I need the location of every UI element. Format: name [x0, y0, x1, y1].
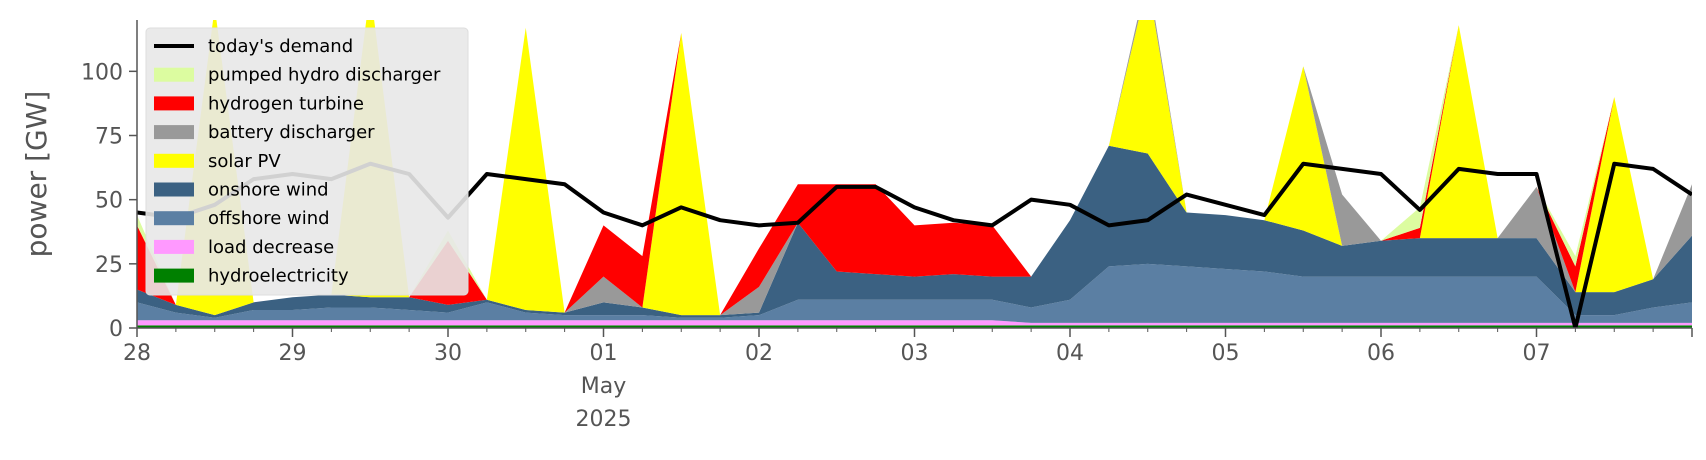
y-tick-label: 100	[81, 60, 123, 85]
x-tick-label: 03	[901, 341, 929, 366]
area-offshore-wind	[137, 263, 1692, 323]
stacked-areas	[137, 20, 1692, 328]
legend-swatch-solar-pv	[154, 153, 194, 168]
legend-label-hydroelectricity: hydroelectricity	[208, 266, 349, 287]
x-tick-label: 05	[1212, 341, 1240, 366]
legend-label-load-decrease: load decrease	[208, 237, 334, 258]
x-year-label: 2025	[576, 407, 632, 432]
legend-label-offshore-wind: offshore wind	[208, 208, 330, 229]
y-tick-label: 75	[95, 125, 123, 150]
legend-swatch-hydrogen-turbine	[154, 96, 194, 111]
x-tick-label: 02	[745, 341, 773, 366]
legend-label-hydrogen-turbine: hydrogen turbine	[208, 93, 364, 114]
legend-swatch-load-decrease	[154, 239, 194, 254]
legend: today's demand pumped hydro discharger hyd…	[145, 27, 469, 296]
x-tick-label: 01	[590, 341, 618, 366]
legend-swatch-hydroelectricity	[154, 268, 194, 283]
axes: 0 25 50 75 100 28 29 30 01 02 03 04 05 06 07 May 2025 pow…	[20, 20, 1693, 432]
legend-label-solar-pv: solar PV	[208, 151, 281, 172]
area-hydrogen-turbine	[137, 20, 1692, 316]
area-solar-pv	[137, 20, 1692, 316]
x-tick-label: 06	[1367, 341, 1395, 366]
x-tick-label: 28	[123, 341, 151, 366]
legend-swatch-pumped-hydro-discharger	[154, 67, 194, 82]
y-tick-label: 25	[95, 253, 123, 278]
legend-box	[145, 27, 469, 296]
legend-label-battery-discharger: battery discharger	[208, 122, 375, 143]
legend-label-onshore-wind: onshore wind	[208, 180, 329, 201]
y-axis-title: power [GW]	[20, 91, 53, 258]
y-tick-label: 50	[95, 189, 123, 214]
y-tick-label: 0	[109, 317, 123, 342]
area-onshore-wind	[137, 145, 1692, 318]
legend-swatch-onshore-wind	[154, 182, 194, 197]
x-tick-label: 29	[279, 341, 307, 366]
x-tick-label: 30	[434, 341, 462, 366]
legend-label-pumped-hydro-discharger: pumped hydro discharger	[208, 65, 441, 86]
legend-label-today-s-demand: today's demand	[208, 36, 353, 57]
area-load-decrease	[137, 320, 1692, 326]
legend-swatch-battery-discharger	[154, 125, 194, 140]
x-month-label: May	[581, 374, 626, 399]
x-tick-label: 04	[1056, 341, 1084, 366]
legend-swatch-offshore-wind	[154, 211, 194, 226]
x-tick-label: 07	[1523, 341, 1551, 366]
